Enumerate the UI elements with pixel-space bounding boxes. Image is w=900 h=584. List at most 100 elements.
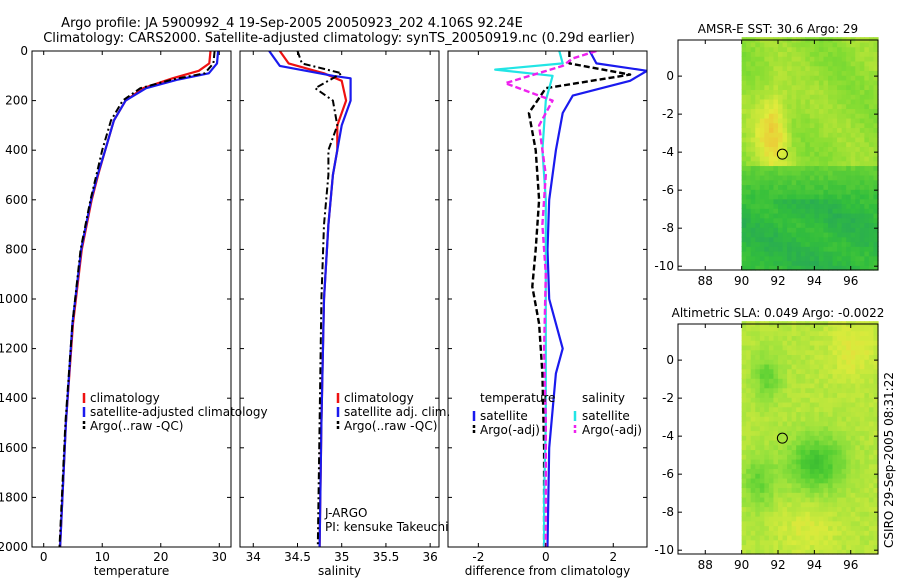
heatmap-cell xyxy=(850,217,856,224)
heatmap-cell xyxy=(823,46,829,52)
heatmap-cell xyxy=(800,212,806,219)
heatmap-cell xyxy=(746,392,752,398)
heatmap-cell xyxy=(805,246,811,252)
heatmap-cell xyxy=(855,165,861,171)
heatmap-cell xyxy=(868,544,875,550)
heatmap-cell xyxy=(814,113,820,119)
heatmap-cell xyxy=(805,141,811,148)
heatmap-cell xyxy=(791,501,797,508)
heatmap-cell xyxy=(741,378,747,384)
heatmap-cell xyxy=(809,449,815,455)
heatmap-cell xyxy=(773,103,779,110)
heatmap-cell xyxy=(805,373,811,379)
heatmap-cell xyxy=(873,411,879,417)
heatmap-cell xyxy=(818,193,825,200)
heatmap-cell xyxy=(855,193,861,200)
heatmap-cell xyxy=(846,46,852,52)
heatmap-cell xyxy=(800,392,806,398)
heatmap-cell xyxy=(855,468,861,474)
heatmap-cell xyxy=(850,477,856,484)
heatmap-cell xyxy=(868,46,875,52)
heatmap-cell xyxy=(859,198,865,205)
heatmap-cell xyxy=(787,363,793,370)
series-line xyxy=(296,51,343,547)
heatmap-cell xyxy=(800,534,806,541)
heatmap-cell xyxy=(855,520,861,527)
heatmap-cell xyxy=(782,203,788,209)
heatmap-cell xyxy=(850,425,856,432)
heatmap-cell xyxy=(759,174,765,181)
heatmap-cell xyxy=(868,136,875,143)
heatmap-cell xyxy=(796,94,802,100)
heatmap-cell xyxy=(796,151,802,157)
heatmap-cell xyxy=(764,454,770,460)
heatmap-cell xyxy=(846,108,852,114)
heatmap-cell xyxy=(746,378,752,384)
heatmap-cell xyxy=(796,363,802,370)
heatmap-cell xyxy=(805,193,811,200)
heatmap-cell xyxy=(755,506,761,512)
heatmap-cell xyxy=(791,468,797,474)
heatmap-cell xyxy=(755,75,761,81)
heatmap-cell xyxy=(746,439,752,446)
heatmap-cell xyxy=(791,241,797,247)
y-tick-label: -2 xyxy=(662,391,674,405)
heatmap-cell xyxy=(841,435,847,441)
heatmap-cell xyxy=(773,373,779,379)
heatmap-cell xyxy=(809,174,815,181)
heatmap-cell xyxy=(846,416,852,422)
heatmap-cell xyxy=(791,411,797,417)
heatmap-cell xyxy=(850,127,856,133)
heatmap-cell xyxy=(759,506,765,512)
heatmap-cell xyxy=(778,94,784,100)
heatmap-cell xyxy=(773,496,779,503)
heatmap-cell xyxy=(755,425,761,432)
heatmap-cell xyxy=(805,506,811,512)
heatmap-cell xyxy=(809,378,815,384)
heatmap-cell xyxy=(859,340,865,346)
heatmap-cell xyxy=(741,79,747,86)
heatmap-cell xyxy=(859,477,865,484)
heatmap-cell xyxy=(741,363,747,370)
heatmap-cell xyxy=(809,222,815,228)
heatmap-cell xyxy=(868,151,875,157)
heatmap-cell xyxy=(809,179,815,186)
heatmap-cell xyxy=(859,70,865,76)
heatmap-cell xyxy=(837,525,843,531)
heatmap-cell xyxy=(837,155,843,162)
heatmap-cell xyxy=(809,65,815,72)
heatmap-cell xyxy=(791,515,797,522)
heatmap-cell xyxy=(741,122,747,129)
heatmap-cell xyxy=(773,397,779,403)
heatmap-cell xyxy=(800,174,806,181)
heatmap-cell xyxy=(778,241,784,247)
heatmap-cell xyxy=(828,477,834,484)
heatmap-cell xyxy=(832,70,838,76)
heatmap-cell xyxy=(759,463,765,470)
heatmap-cell xyxy=(746,127,752,133)
heatmap-cell xyxy=(809,255,815,262)
heatmap-cell xyxy=(741,335,747,341)
heatmap-cell xyxy=(823,132,829,138)
heatmap-cell xyxy=(764,265,770,271)
x-tick-label: 30 xyxy=(212,550,227,564)
heatmap-cell xyxy=(796,349,802,356)
heatmap-cell xyxy=(809,56,815,62)
heatmap-cell xyxy=(787,151,793,157)
heatmap-cell xyxy=(764,477,770,484)
heatmap-cell xyxy=(746,354,752,360)
heatmap-cell xyxy=(764,160,770,167)
heatmap-cell xyxy=(759,458,765,465)
heatmap-cell xyxy=(809,51,815,57)
heatmap-cell xyxy=(868,458,875,465)
heatmap-cell xyxy=(814,439,820,446)
heatmap-cell xyxy=(759,425,765,432)
heatmap-cell xyxy=(864,449,870,455)
heatmap-cell xyxy=(864,241,870,247)
heatmap-cell xyxy=(864,51,870,57)
heatmap-cell xyxy=(818,506,825,512)
heatmap-cell xyxy=(832,217,838,224)
heatmap-cell xyxy=(855,51,861,57)
heatmap-cell xyxy=(828,151,834,157)
heatmap-cell xyxy=(846,520,852,527)
